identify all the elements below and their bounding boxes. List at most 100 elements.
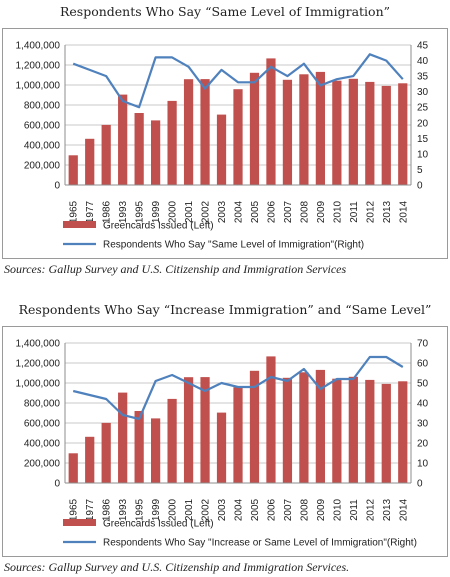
bar-greencards — [348, 376, 358, 483]
legend-label-bars: Greencards Issued (Left) — [103, 221, 214, 232]
x-tick-label: 2006 — [266, 200, 277, 223]
y-left-tick-label: 800,000 — [24, 101, 61, 112]
x-tick-label: 1999 — [151, 498, 162, 521]
y-right-tick-label: 5 — [417, 165, 423, 176]
y-left-tick-label: 1,000,000 — [16, 81, 61, 92]
y-left-tick-label: 400,000 — [24, 439, 61, 450]
bar-greencards — [398, 381, 408, 483]
x-tick-label: 1986 — [102, 498, 113, 521]
y-left-tick-label: 1,400,000 — [16, 339, 61, 350]
y-right-tick-label: 50 — [417, 379, 429, 390]
x-tick-label: 1995 — [135, 498, 146, 521]
y-left-tick-label: 400,000 — [24, 141, 61, 152]
y-right-tick-label: 40 — [417, 399, 429, 410]
bar-greencards — [151, 418, 161, 483]
x-tick-label: 1965 — [69, 498, 80, 521]
x-tick-label: 1977 — [85, 498, 96, 521]
x-tick-label: 1993 — [118, 200, 129, 223]
bar-greencards — [200, 377, 210, 483]
y-right-tick-label: 20 — [417, 118, 429, 129]
x-tick-label: 2007 — [283, 200, 294, 223]
x-tick-label: 2003 — [217, 200, 228, 223]
chart-1-source: Sources: Gallup Survey and U.S. Citizens… — [4, 262, 347, 276]
x-tick-label: 2013 — [382, 498, 393, 521]
x-tick-label: 2013 — [382, 200, 393, 223]
y-left-tick-label: 600,000 — [24, 121, 61, 132]
x-tick-label: 2000 — [168, 498, 179, 521]
bar-greencards — [167, 398, 177, 483]
y-right-tick-label: 10 — [417, 149, 429, 160]
y-right-tick-label: 45 — [417, 41, 429, 52]
x-tick-label: 2009 — [316, 200, 327, 223]
y-left-tick-label: 200,000 — [24, 459, 61, 470]
bar-greencards — [381, 85, 391, 185]
y-left-tick-label: 0 — [54, 479, 60, 490]
y-left-tick-label: 0 — [54, 181, 60, 192]
bar-greencards — [216, 412, 227, 483]
y-right-tick-label: 35 — [417, 72, 429, 83]
y-right-tick-label: 60 — [417, 359, 429, 370]
x-tick-label: 2008 — [299, 200, 310, 223]
bar-greencards — [299, 74, 309, 185]
x-tick-label: 2008 — [299, 498, 310, 521]
x-tick-label: 2012 — [365, 498, 376, 521]
bar-greencards — [233, 387, 243, 483]
x-tick-label: 2001 — [184, 200, 195, 223]
bar-greencards — [183, 377, 194, 483]
chart-2: 0 200,000 400,000 600,000 800,000 1,000,000 1,… — [16, 339, 429, 549]
x-tick-label: 2011 — [349, 201, 360, 223]
y-right-tick-label: 20 — [417, 439, 429, 450]
legend-label-line: Respondents Who Say "Increase or Same Le… — [103, 538, 417, 549]
x-tick-label: 1993 — [118, 498, 129, 521]
x-tick-label: 2005 — [250, 200, 261, 223]
x-tick-label: 2014 — [398, 498, 409, 521]
bar-greencards — [118, 392, 128, 483]
bar-greencards — [332, 80, 342, 185]
legend-swatch-bars — [63, 221, 96, 228]
x-tick-label: 2004 — [234, 498, 245, 521]
x-tick-label: 2007 — [283, 498, 294, 521]
bar-greencards — [68, 453, 78, 483]
x-tick-label: 2010 — [332, 200, 343, 223]
x-tick-label: 2002 — [201, 200, 212, 223]
x-tick-label: 1999 — [151, 200, 162, 223]
bar-greencards — [282, 377, 293, 483]
bar-greencards — [167, 100, 177, 185]
x-tick-label: 2000 — [168, 200, 179, 223]
bar-greencards — [266, 58, 276, 185]
x-tick-label: 2012 — [365, 200, 376, 223]
bar-greencards — [200, 79, 210, 185]
bar-greencards — [365, 81, 375, 185]
bar-greencards — [216, 114, 227, 185]
legend-swatch-bars — [63, 519, 96, 526]
y-left-tick-label: 1,000,000 — [16, 379, 61, 390]
bar-greencards — [101, 124, 111, 185]
chart-2-source: Sources: Gallup Survey and U.S. Citizens… — [4, 560, 350, 574]
y-right-tick-label: 30 — [417, 87, 429, 98]
x-tick-label: 1995 — [135, 200, 146, 223]
bar-greencards — [85, 138, 95, 185]
bar-greencards — [249, 72, 260, 185]
line-series-respondents — [72, 53, 404, 109]
chart-1-title: Respondents Who Say “Same Level of Immig… — [59, 4, 391, 19]
x-tick-label: 1986 — [102, 200, 113, 223]
bar-greencards — [282, 79, 293, 185]
x-tick-label: 2006 — [266, 498, 277, 521]
y-right-tick-label: 40 — [417, 56, 429, 67]
bar-greencards — [398, 83, 408, 185]
y-right-tick-label: 30 — [417, 419, 429, 430]
bar-greencards — [183, 79, 194, 185]
bar-greencards — [315, 369, 325, 483]
x-tick-label: 2009 — [316, 498, 327, 521]
bar-greencards — [134, 113, 144, 185]
y-left-tick-label: 200,000 — [24, 161, 61, 172]
chart-1: 0 200,000 400,000 600,000 800,000 1,000,000 1,… — [16, 41, 429, 251]
bar-greencards — [266, 356, 276, 483]
x-tick-label: 2014 — [398, 200, 409, 223]
y-right-tick-label: 10 — [417, 459, 429, 470]
legend-label-bars: Greencards Issued (Left) — [103, 519, 214, 530]
x-tick-label: 1977 — [85, 200, 96, 223]
bar-greencards — [249, 370, 260, 483]
bar-greencards — [315, 71, 325, 185]
y-right-tick-label: 15 — [417, 134, 429, 145]
